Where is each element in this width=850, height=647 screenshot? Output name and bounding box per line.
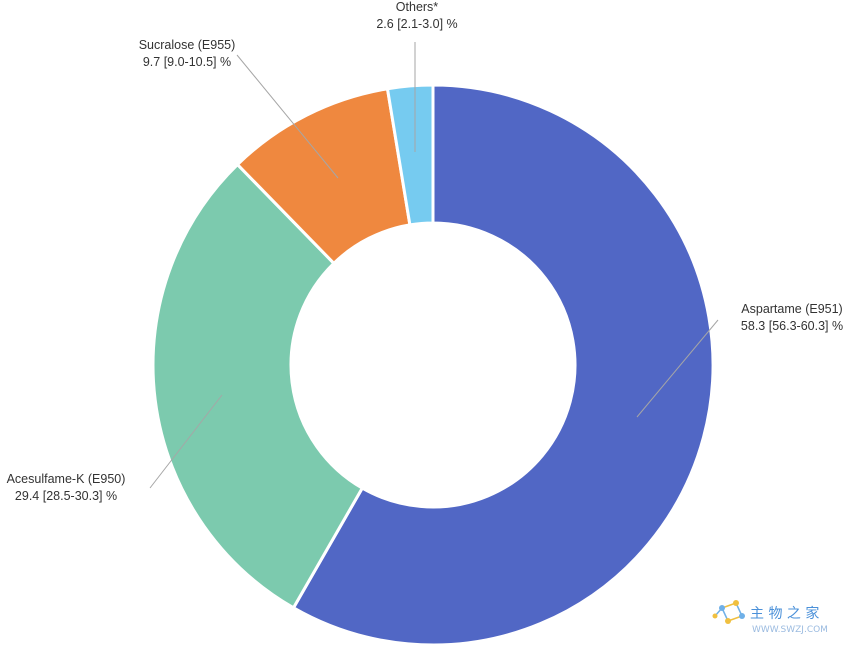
slice-label-value-aspartame-e951: 58.3 [56.3-60.3] % [741,319,843,333]
molecule-icon [712,600,745,624]
leader-line-acesulfame-k-e950 [149,394,223,489]
slice-acesulfame-k-e950 [151,162,365,610]
leader-line-sucralose-e955 [236,54,339,179]
slice-others [385,83,435,227]
slice-label-value-acesulfame-k-e950: 29.4 [28.5-30.3] % [15,489,117,503]
slice-label-name-acesulfame-k-e950: Acesulfame-K (E950) [7,472,126,486]
leader-line-aspartame-e951 [636,319,719,418]
watermark-url: WWW.SWZJ.COM [752,625,828,635]
slice-label-value-others: 2.6 [2.1-3.0] % [376,17,457,31]
label-group: Aspartame (E951) 58.3 [56.3-60.3] % Acesul… [7,0,843,503]
slice-label-name-others: Others* [396,0,439,14]
slice-label-name-aspartame-e951: Aspartame (E951) [741,302,842,316]
leader-line-group [149,42,719,489]
slice-label-name-sucralose-e955: Sucralose (E955) [139,38,236,52]
watermark: 主 物 之 家 WWW.SWZJ.COM [712,600,828,635]
slice-aspartame-e951 [291,83,715,647]
slice-label-value-sucralose-e955: 9.7 [9.0-10.5] % [143,55,231,69]
slice-group [151,83,715,647]
watermark-text: 主 物 之 家 [750,605,819,622]
